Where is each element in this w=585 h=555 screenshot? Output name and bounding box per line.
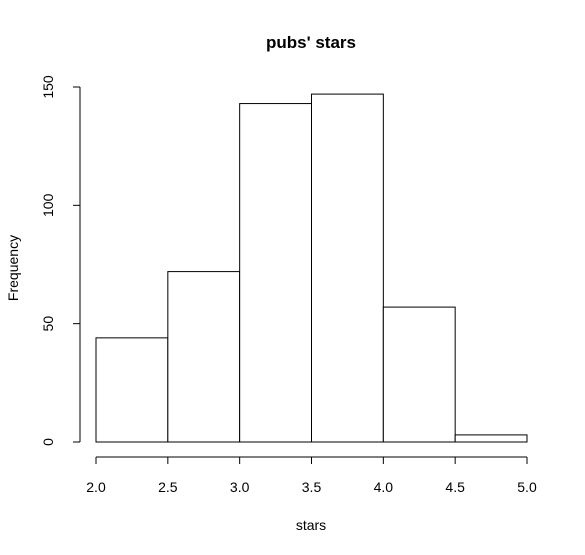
chart-title: pubs' stars [266, 33, 356, 52]
y-axis-label: Frequency [5, 235, 21, 301]
y-tick-label-1: 50 [40, 316, 56, 332]
x-tick-label-4: 4.0 [374, 479, 394, 495]
x-tick-label-5: 4.5 [445, 479, 465, 495]
bar-4 [382, 306, 456, 443]
y-tick-label-3: 150 [40, 75, 56, 99]
x-tick-label-6: 5.0 [517, 479, 537, 495]
x-tick-label-2: 3.0 [230, 479, 250, 495]
y-tick-label-0: 0 [40, 438, 56, 446]
bar-3 [311, 93, 384, 443]
x-axis-label: stars [296, 517, 326, 533]
histogram-bars [95, 93, 528, 443]
x-tick-label-0: 2.0 [86, 479, 106, 495]
x-tick-label-1: 2.5 [158, 479, 178, 495]
bar-2 [239, 103, 313, 443]
bar-5 [454, 434, 528, 443]
bar-1 [167, 271, 241, 443]
x-axis: 2.0 2.5 3.0 3.5 4.0 4.5 5.0 [86, 456, 537, 495]
x-tick-label-3: 3.5 [302, 479, 322, 495]
y-tick-label-2: 100 [40, 193, 56, 217]
y-axis: 0 50 100 150 [40, 75, 81, 446]
bar-0 [95, 337, 169, 443]
